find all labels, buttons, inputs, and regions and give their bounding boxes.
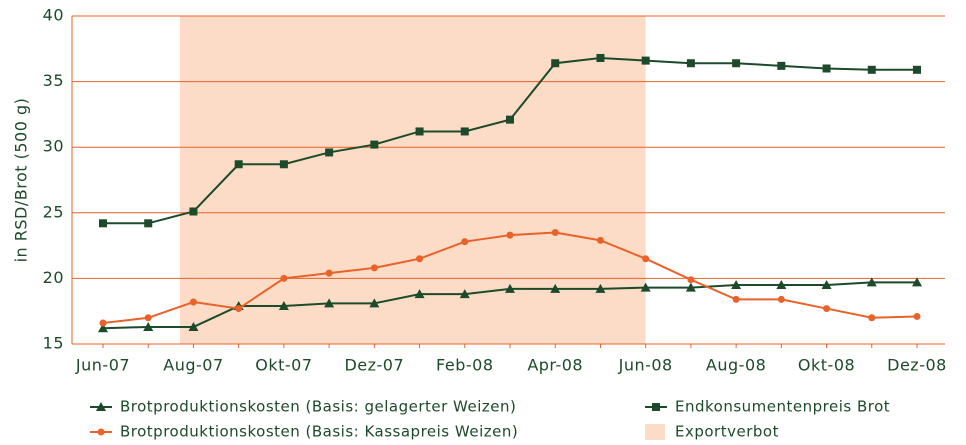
legend-label: Brotproduktionskosten (Basis: gelagerter…	[120, 398, 516, 416]
data-point	[596, 236, 604, 244]
x-tick-label: Feb-08	[436, 356, 493, 375]
x-tick-label: Dez-08	[887, 356, 947, 375]
x-tick-label: Aug-07	[163, 356, 223, 375]
legend-marker	[652, 403, 660, 411]
legend-marker	[97, 428, 105, 436]
data-point	[732, 295, 740, 303]
data-point	[596, 53, 605, 62]
data-point	[144, 314, 152, 322]
data-point	[98, 323, 108, 333]
data-point	[325, 148, 334, 157]
data-point	[687, 276, 695, 284]
data-point	[912, 277, 922, 287]
data-point	[866, 277, 877, 287]
y-axis-label: in RSD/Brot (500 g)	[12, 98, 31, 263]
data-point	[822, 64, 831, 73]
data-point	[414, 289, 425, 299]
legend-label: Endkonsumentenpreis Brot	[675, 398, 890, 416]
data-point	[913, 65, 921, 74]
data-point	[234, 160, 243, 169]
x-tick-label: Dez-07	[344, 356, 404, 375]
data-point	[505, 283, 515, 293]
y-tick-label: 25	[43, 202, 64, 221]
y-tick-label: 20	[43, 268, 64, 287]
data-point	[913, 312, 921, 320]
x-tick-label: Jun-07	[75, 356, 130, 375]
data-point	[550, 283, 561, 293]
data-point	[732, 59, 741, 68]
data-point	[867, 65, 876, 74]
data-point	[461, 238, 469, 246]
data-point	[642, 255, 650, 263]
data-point	[279, 160, 288, 169]
data-point	[235, 305, 243, 313]
data-point	[640, 282, 651, 292]
data-point	[370, 264, 378, 272]
data-point	[777, 61, 786, 70]
x-tick-label: Jun-08	[618, 356, 673, 375]
data-point	[189, 298, 197, 306]
data-point	[416, 255, 424, 263]
legend-label: Exportverbot	[675, 423, 779, 441]
data-point	[460, 127, 469, 136]
data-point	[777, 295, 785, 303]
y-tick-label: 15	[43, 334, 64, 353]
data-point	[324, 298, 335, 308]
data-point	[188, 321, 199, 331]
x-tick-label: Okt-08	[798, 356, 855, 375]
x-tick-label: Okt-07	[255, 356, 312, 375]
data-point	[99, 319, 107, 327]
legend-label: Brotproduktionskosten (Basis: Kassapreis…	[120, 423, 518, 441]
data-point	[325, 269, 333, 277]
data-point	[551, 59, 560, 68]
data-point	[459, 289, 470, 299]
data-point	[595, 283, 606, 293]
data-point	[641, 56, 650, 65]
data-point	[280, 274, 288, 282]
data-point	[370, 140, 379, 149]
x-tick-label: Aug-08	[706, 356, 766, 375]
data-point	[686, 59, 695, 68]
data-point	[868, 314, 876, 322]
legend-swatch	[645, 424, 665, 440]
data-point	[821, 279, 832, 289]
data-point	[99, 219, 107, 228]
data-point	[776, 279, 787, 289]
data-point	[415, 127, 424, 136]
y-tick-label: 40	[43, 6, 64, 25]
data-point	[189, 207, 198, 216]
data-point	[144, 219, 153, 228]
data-point	[506, 115, 514, 124]
data-point	[685, 282, 696, 292]
data-point	[278, 300, 289, 310]
data-point	[823, 305, 831, 313]
legend-marker	[96, 402, 106, 411]
data-point	[551, 228, 559, 236]
data-point	[369, 298, 380, 308]
x-tick-label: Apr-08	[527, 356, 583, 375]
y-tick-label: 30	[43, 137, 64, 156]
y-tick-label: 35	[43, 71, 64, 90]
data-point	[143, 321, 154, 331]
data-point	[506, 231, 514, 239]
data-point	[731, 279, 742, 289]
